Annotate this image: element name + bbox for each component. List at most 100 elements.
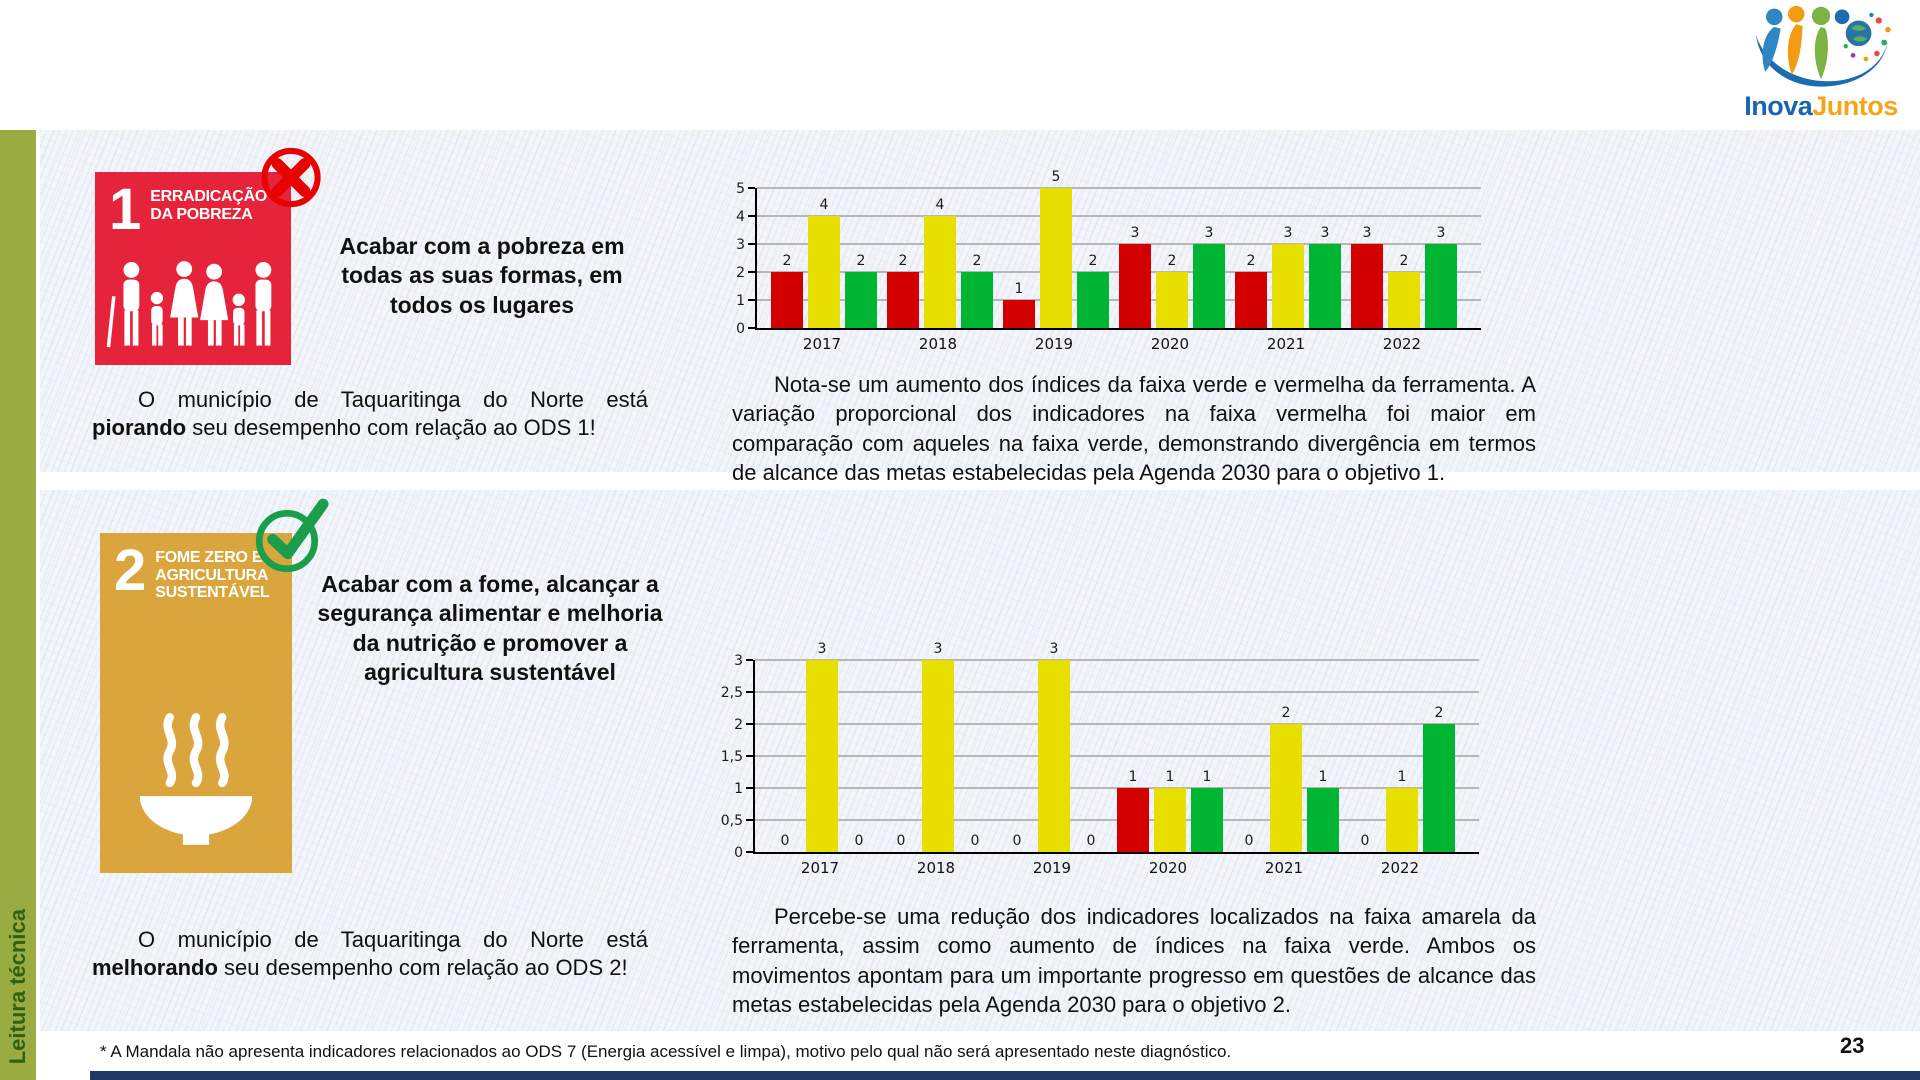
bar-value-label: 4: [819, 197, 829, 213]
x-category-label: 2021: [1264, 859, 1304, 877]
chart-y-axis: 0 0,5 1 1,5 2 2,5 3: [717, 653, 753, 861]
check-icon: [255, 498, 329, 573]
bar-value-label: 0: [1086, 833, 1096, 849]
bar-group: 2 3 3: [1235, 188, 1341, 328]
x-category-label: 2018: [916, 859, 956, 877]
ods2-goal-text: Acabar com a fome, alcançar a segurança …: [317, 571, 663, 686]
y-tick-label: 1: [734, 781, 743, 797]
ods2-title-line1: FOME ZERO E: [155, 549, 263, 566]
y-tick-label: 3: [734, 653, 743, 669]
ods2-status-suffix: seu desempenho com relação ao ODS 2!: [217, 955, 628, 981]
bar-slot: 2: [1156, 188, 1188, 328]
bar-value-label: 0: [1360, 833, 1370, 849]
bar: [1386, 788, 1418, 852]
y-tick-label: 4: [736, 209, 745, 225]
y-tick-label: 5: [736, 181, 745, 197]
bar: [1117, 788, 1149, 852]
ods1-status-text: O município de Taquaritinga do Norte est…: [92, 386, 648, 442]
x-category-label: 2018: [918, 335, 958, 353]
bar: [1156, 272, 1188, 328]
ods2-tile-header: 2 FOME ZERO E AGRICULTURA SUSTENTÁVEL: [100, 533, 292, 602]
y-tick-mark: [748, 327, 755, 329]
bar-slot: 2: [845, 188, 877, 328]
sidebar-label: Leitura técnica: [5, 908, 30, 1064]
bar: [1272, 244, 1304, 328]
ods2-title: FOME ZERO E AGRICULTURA SUSTENTÁVEL: [155, 545, 269, 602]
bar-slot: 1: [1003, 188, 1035, 328]
ods1-number: 1: [109, 177, 142, 242]
bar-value-label: 0: [854, 833, 864, 849]
y-tick-mark: [746, 819, 753, 821]
bar-group: 2 4 2: [771, 188, 877, 328]
bar-value-label: 1: [1128, 769, 1138, 785]
ods1-tile-header: 1 ERRADICAÇÃO DA POBREZA: [95, 172, 291, 242]
bar-slot: 3: [1425, 188, 1457, 328]
ods2-number: 2: [114, 538, 147, 603]
gridline: [757, 187, 1481, 189]
ods2-status-text: O município de Taquaritinga do Norte est…: [92, 926, 648, 982]
y-tick-label: 1,5: [720, 749, 743, 765]
bar: [1077, 272, 1109, 328]
chart-y-axis: 0 1 2 3 4 5: [719, 181, 755, 337]
bar-slot: 2: [887, 188, 919, 328]
ods2-status-prefix: O município de Taquaritinga do Norte est…: [138, 927, 648, 952]
gridline: [755, 691, 1479, 693]
bar: [961, 272, 993, 328]
bar: [806, 660, 838, 852]
bar-group: 0 3 0: [1001, 641, 1107, 852]
bar-value-label: 3: [1204, 225, 1214, 241]
ods1-family-pictogram-icon: [106, 261, 272, 348]
bar-slot: 2: [1423, 660, 1455, 852]
bar-group: 0 3 0: [885, 641, 991, 852]
bar: [1040, 188, 1072, 328]
y-tick-mark: [748, 215, 755, 217]
x-category-label: 2017: [800, 859, 840, 877]
y-tick-mark: [746, 691, 753, 693]
x-category-label: 2020: [1148, 859, 1188, 877]
y-tick-mark: [748, 299, 755, 301]
bar-group: 2 4 2: [887, 188, 993, 328]
bar-value-label: 0: [896, 833, 906, 849]
bar: [1309, 244, 1341, 328]
bar-value-label: 3: [933, 641, 943, 657]
ods1-goal-text: Acabar com a pobreza em todas as suas fo…: [339, 233, 625, 318]
bar-slot: 0: [1233, 660, 1265, 852]
bar-value-label: 2: [856, 253, 866, 269]
ods1-status-prefix: O município de Taquaritinga do Norte est…: [138, 387, 648, 412]
bar-slot: 2: [1270, 660, 1302, 852]
bar-value-label: 1: [1014, 281, 1024, 297]
bar: [1423, 724, 1455, 852]
x-category-label: 2021: [1266, 335, 1306, 353]
bar: [1119, 244, 1151, 328]
chart-x-axis-labels: 2017 2018 2019 2020 2021 2022: [755, 335, 1481, 353]
ods2-analysis-text: Percebe-se uma redução dos indicadores l…: [732, 904, 1536, 1017]
y-tick-mark: [746, 787, 753, 789]
ods1-tile: 1 ERRADICAÇÃO DA POBREZA: [95, 172, 291, 365]
bar: [808, 216, 840, 328]
bar-group: 1 1 1: [1117, 660, 1223, 852]
bar-slot: 1: [1386, 660, 1418, 852]
bar-slot: 2: [1077, 188, 1109, 328]
bar-slot: 2: [1235, 188, 1267, 328]
bar-value-label: 3: [817, 641, 827, 657]
bar-slot: 3: [922, 641, 954, 852]
bar-slot: 0: [959, 660, 991, 852]
bar-slot: 2: [771, 188, 803, 328]
y-tick-mark: [746, 723, 753, 725]
page-number: 23: [1840, 1033, 1865, 1058]
bar-value-label: 3: [1283, 225, 1293, 241]
bar: [1154, 788, 1186, 852]
bar-group: 0 1 2: [1349, 660, 1455, 852]
y-tick-mark: [748, 243, 755, 245]
bar-value-label: 2: [1167, 253, 1177, 269]
ods2-indicators-chart: 0 0,5 1 1,5 2 2,5 3 0 3 0 0 3 0 0 3 0 1 1 1 0 2 1 0 1 2 2017 2018 2…: [717, 641, 1479, 877]
y-tick-mark: [748, 271, 755, 273]
bar-value-label: 3: [1130, 225, 1140, 241]
bar-slot: 2: [1388, 188, 1420, 328]
bar-value-label: 2: [1088, 253, 1098, 269]
bar-slot: 3: [1119, 188, 1151, 328]
bar: [1307, 788, 1339, 852]
bar-group: 0 3 0: [769, 641, 875, 852]
bar-value-label: 3: [1436, 225, 1446, 241]
ods1-title-line1: ERRADICAÇÃO: [150, 188, 267, 205]
